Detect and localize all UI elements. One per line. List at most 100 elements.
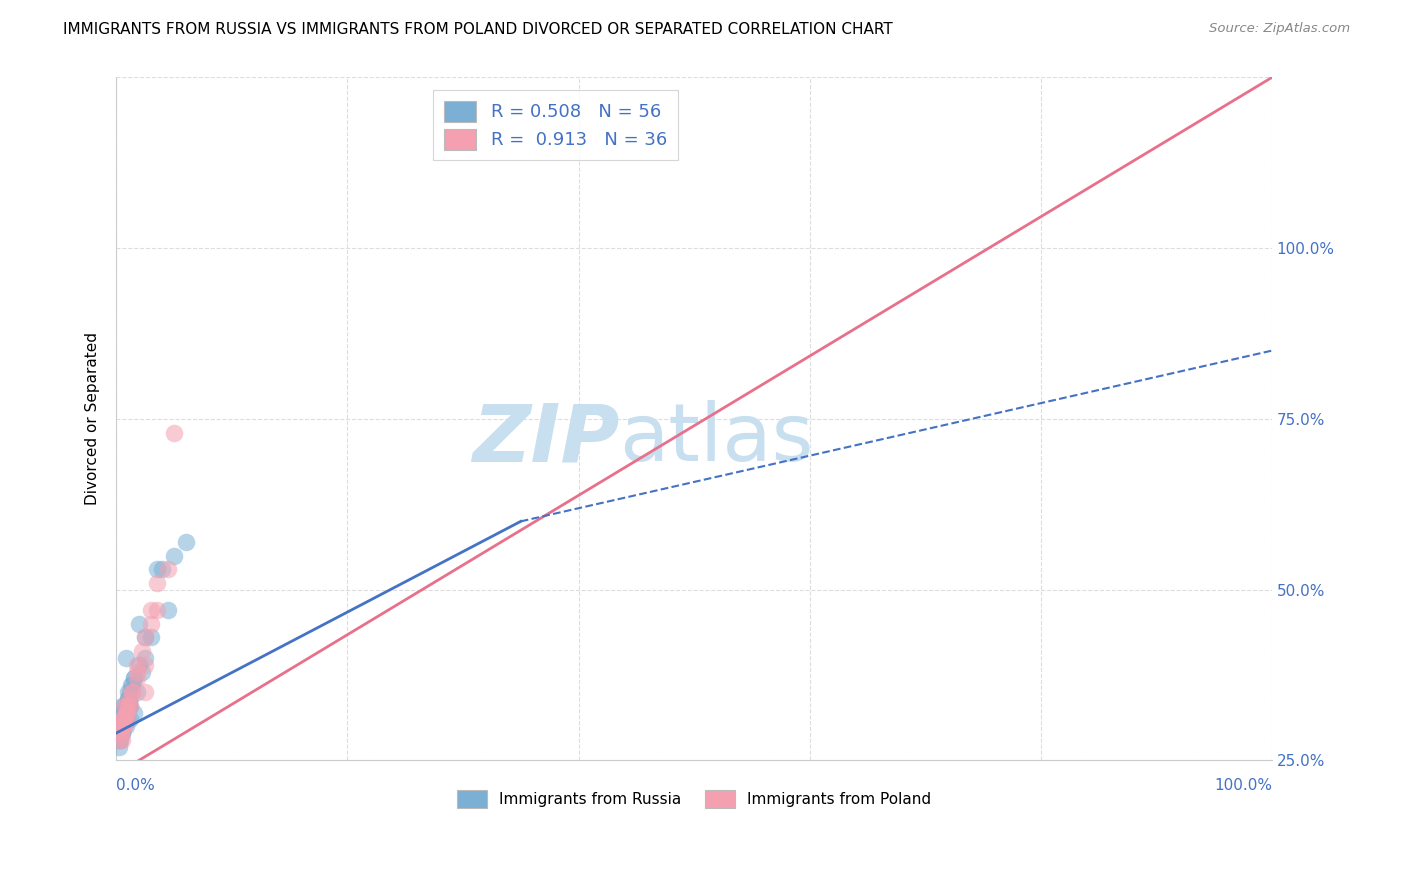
Point (112, 706, 135, 720)
Point (114, 719, 136, 733)
Point (111, 726, 134, 740)
Point (110, 719, 132, 733)
Point (111, 719, 134, 733)
Text: atlas: atlas (619, 401, 813, 478)
Point (115, 698, 138, 713)
Point (114, 713, 136, 727)
Point (107, 719, 129, 733)
Point (134, 631, 156, 645)
Point (107, 732, 129, 747)
Point (134, 651, 156, 665)
Point (163, 425, 186, 440)
Point (112, 719, 135, 733)
Point (110, 726, 132, 740)
Point (110, 726, 132, 740)
Point (120, 678, 142, 692)
Point (115, 706, 138, 720)
Point (114, 706, 136, 720)
Point (157, 562, 180, 576)
Point (111, 719, 134, 733)
Point (112, 719, 135, 733)
Point (125, 672, 148, 686)
Y-axis label: Divorced or Separated: Divorced or Separated (86, 333, 100, 506)
Point (115, 706, 138, 720)
Point (108, 719, 131, 733)
Point (112, 706, 135, 720)
Point (107, 713, 129, 727)
Point (134, 685, 156, 699)
Point (121, 678, 143, 692)
Point (114, 651, 136, 665)
Point (125, 685, 148, 699)
Point (128, 657, 150, 672)
Point (112, 713, 135, 727)
Point (107, 739, 129, 754)
Point (125, 657, 148, 672)
Point (139, 603, 162, 617)
Point (114, 713, 136, 727)
Point (120, 698, 142, 713)
Point (112, 719, 135, 733)
Point (112, 713, 135, 727)
Point (108, 713, 131, 727)
Point (117, 692, 139, 706)
Point (112, 706, 135, 720)
Point (115, 698, 138, 713)
Point (145, 562, 167, 576)
Point (110, 726, 132, 740)
Point (131, 665, 153, 679)
Text: 100.0%: 100.0% (1213, 778, 1272, 793)
Point (111, 726, 134, 740)
Point (110, 726, 132, 740)
Point (120, 692, 142, 706)
Point (121, 685, 143, 699)
Point (112, 698, 135, 713)
Point (114, 713, 136, 727)
Point (107, 723, 129, 737)
Point (112, 698, 135, 713)
Point (145, 603, 167, 617)
Point (112, 719, 135, 733)
Point (174, 534, 197, 549)
Point (115, 706, 138, 720)
Point (122, 672, 145, 686)
Point (134, 631, 156, 645)
Point (128, 616, 150, 631)
Text: Source: ZipAtlas.com: Source: ZipAtlas.com (1209, 22, 1350, 36)
Point (117, 692, 139, 706)
Point (108, 732, 131, 747)
Point (117, 685, 139, 699)
Point (110, 719, 132, 733)
Point (157, 603, 180, 617)
Legend: Immigrants from Russia, Immigrants from Poland: Immigrants from Russia, Immigrants from … (450, 784, 938, 814)
Point (145, 575, 167, 590)
Text: 0.0%: 0.0% (117, 778, 155, 793)
Point (121, 685, 143, 699)
Point (111, 732, 134, 747)
Point (118, 698, 141, 713)
Point (118, 692, 141, 706)
Point (108, 706, 131, 720)
Point (120, 685, 142, 699)
Point (120, 698, 142, 713)
Point (152, 562, 174, 576)
Point (139, 631, 162, 645)
Point (139, 616, 162, 631)
Point (114, 706, 136, 720)
Text: IMMIGRANTS FROM RUSSIA VS IMMIGRANTS FROM POLAND DIVORCED OR SEPARATED CORRELATI: IMMIGRANTS FROM RUSSIA VS IMMIGRANTS FRO… (63, 22, 893, 37)
Point (112, 713, 135, 727)
Point (163, 549, 186, 563)
Point (134, 657, 156, 672)
Point (110, 732, 132, 747)
Point (122, 706, 145, 720)
Point (111, 719, 134, 733)
Point (131, 644, 153, 658)
Point (111, 713, 134, 727)
Point (111, 698, 134, 713)
Point (125, 665, 148, 679)
Point (112, 713, 135, 727)
Text: ZIP: ZIP (471, 401, 619, 478)
Point (122, 672, 145, 686)
Point (120, 713, 142, 727)
Point (117, 698, 139, 713)
